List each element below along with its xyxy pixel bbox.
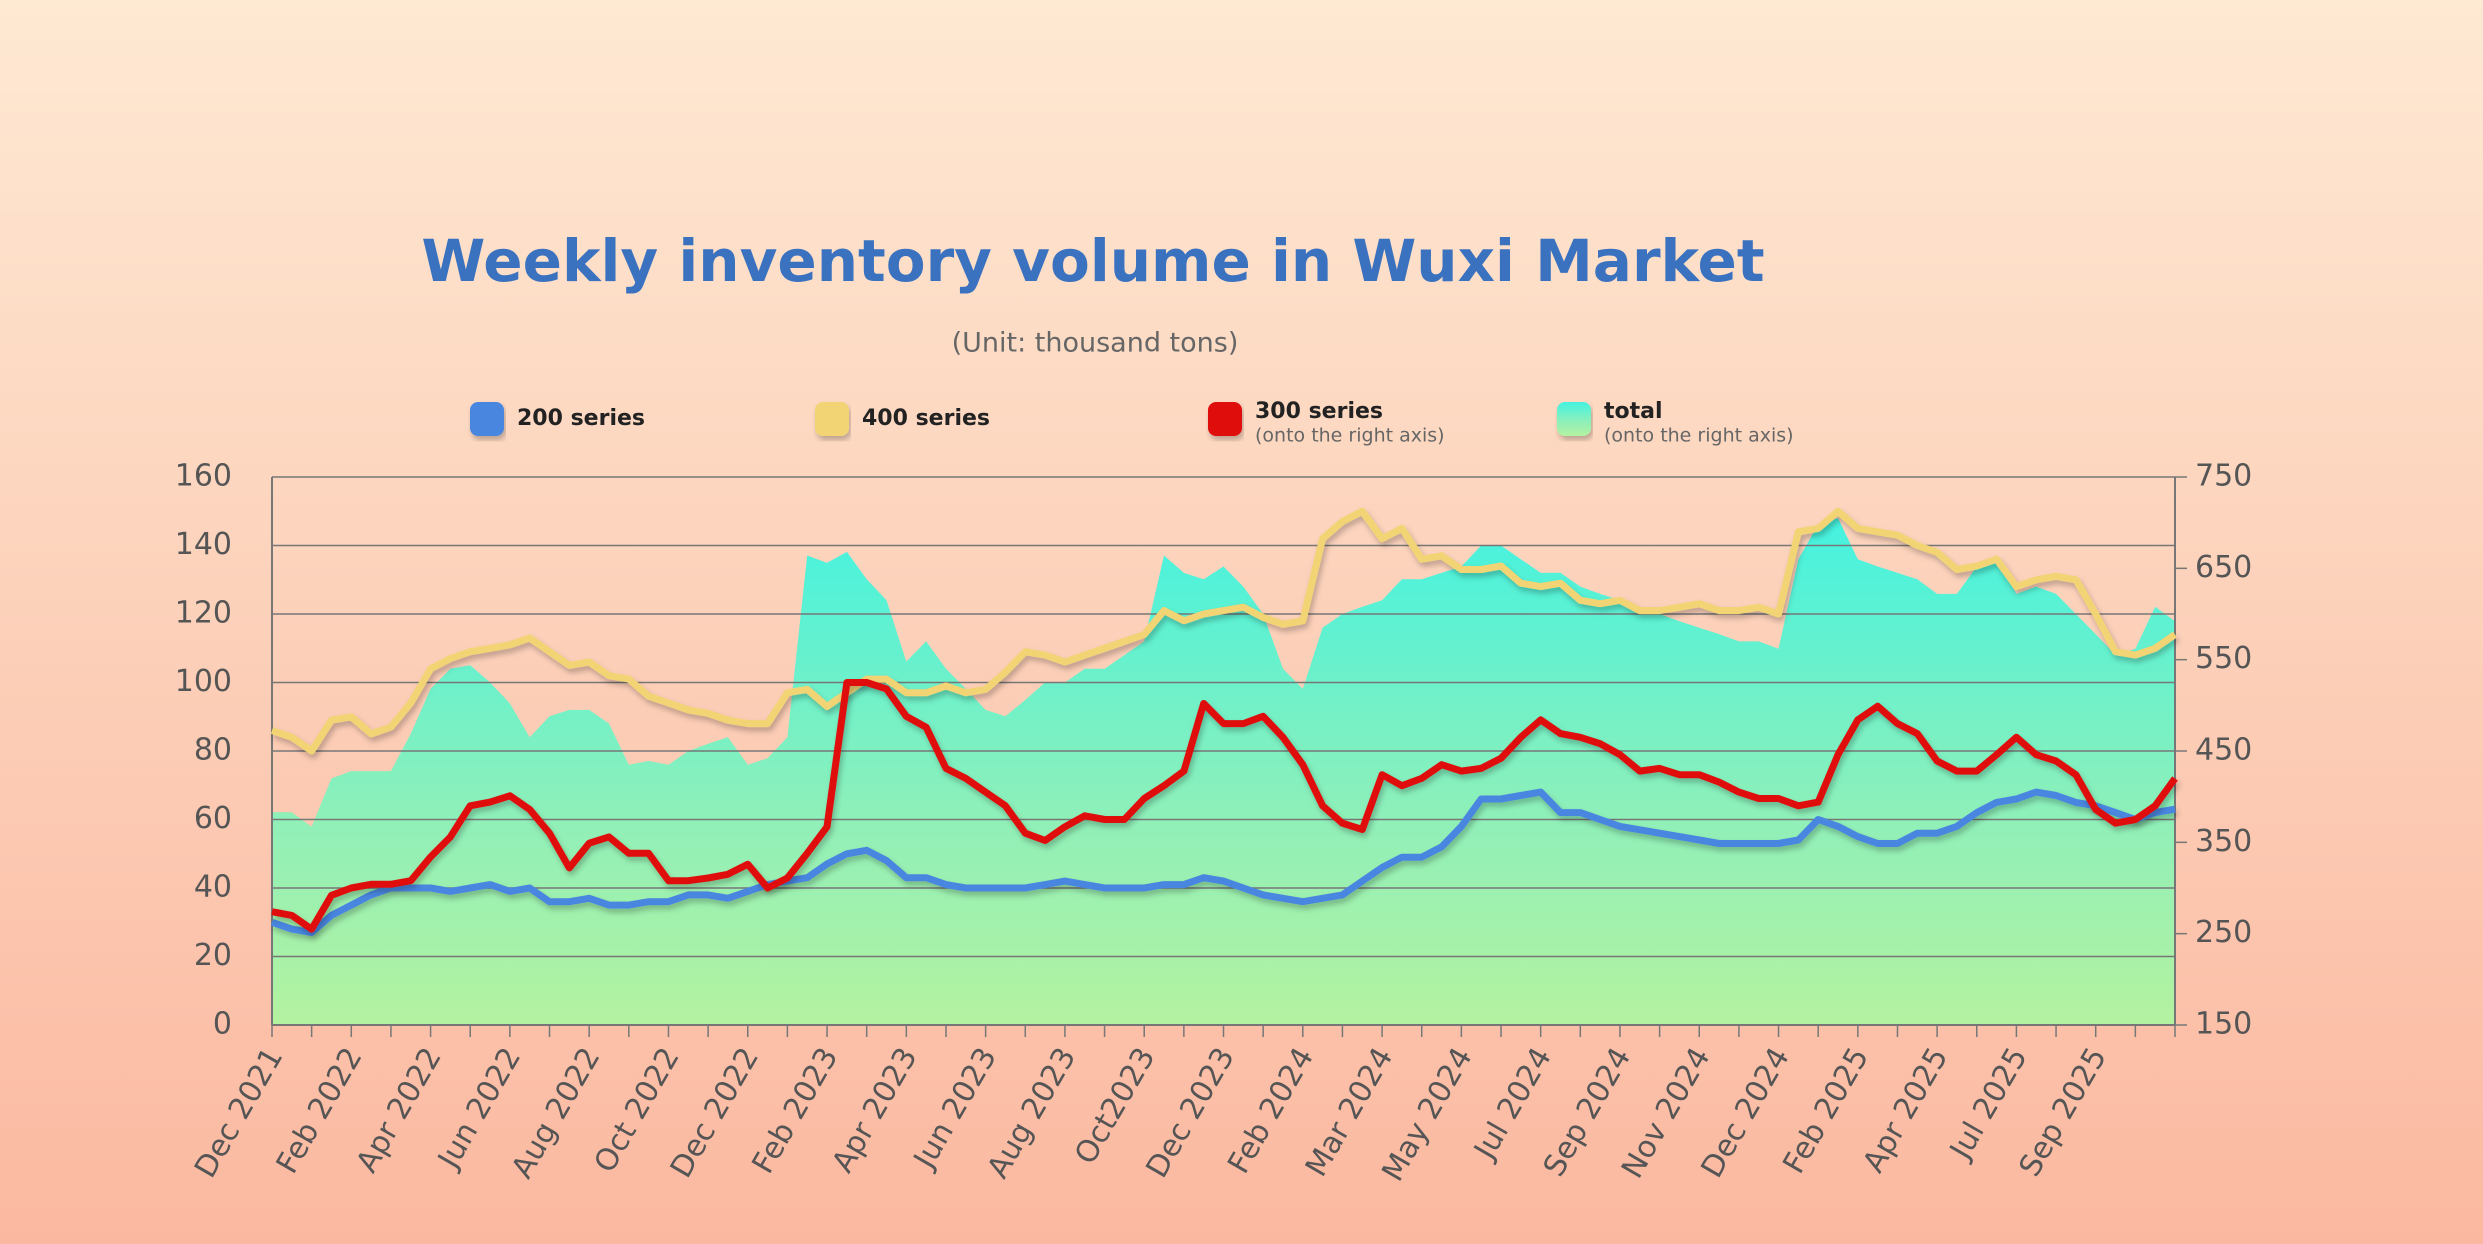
- y-tick-label: 20: [194, 938, 232, 973]
- legend-swatch: [815, 402, 849, 436]
- y2-tick-label: 350: [2195, 824, 2252, 859]
- chart-title: Weekly inventory volume in Wuxi Market: [421, 227, 1764, 295]
- y2-tick-label: 150: [2195, 1007, 2252, 1042]
- y2-tick-label: 450: [2195, 733, 2252, 768]
- line: [270, 788, 2176, 936]
- x-tick-label: Jul 2025: [1942, 1042, 2034, 1167]
- legend-label: 200 series: [517, 406, 645, 431]
- y-tick-label: 140: [175, 527, 232, 562]
- y-tick-label: 0: [213, 1007, 232, 1042]
- legend-note: (onto the right axis): [1255, 425, 1445, 447]
- y-tick-label: 120: [175, 596, 232, 631]
- legend-note: (onto the right axis): [1604, 425, 1794, 447]
- legend-swatch: [470, 402, 504, 436]
- line: [271, 679, 2178, 933]
- x-tick-label: Jul 2024: [1467, 1042, 1559, 1167]
- y-tick-label: 80: [194, 733, 232, 768]
- legend-label: 300 series: [1255, 399, 1383, 424]
- legend-label: total: [1604, 399, 1663, 424]
- legend-swatch: [1208, 402, 1242, 436]
- y2-tick-label: 650: [2195, 550, 2252, 585]
- chart-subtitle: (Unit: thousand tons): [952, 328, 1239, 359]
- legend-label: 400 series: [862, 406, 990, 431]
- area: [272, 518, 2175, 1025]
- legend-swatch: [1557, 402, 1591, 436]
- y-tick-label: 160: [175, 459, 232, 494]
- legend: 200 series 400 series 300 series(onto the …: [470, 399, 1794, 447]
- y2-tick-label: 750: [2195, 459, 2252, 494]
- y-tick-label: 40: [194, 870, 232, 905]
- y-tick-label: 60: [194, 801, 232, 836]
- y-tick-label: 100: [175, 664, 232, 699]
- y2-tick-label: 550: [2195, 641, 2252, 676]
- plot-area: 0 20 40 60 80 100 120 140 160 150 250 350 450 550 650 7…: [175, 459, 2253, 1188]
- y2-tick-label: 250: [2195, 915, 2252, 950]
- line: [270, 507, 2178, 755]
